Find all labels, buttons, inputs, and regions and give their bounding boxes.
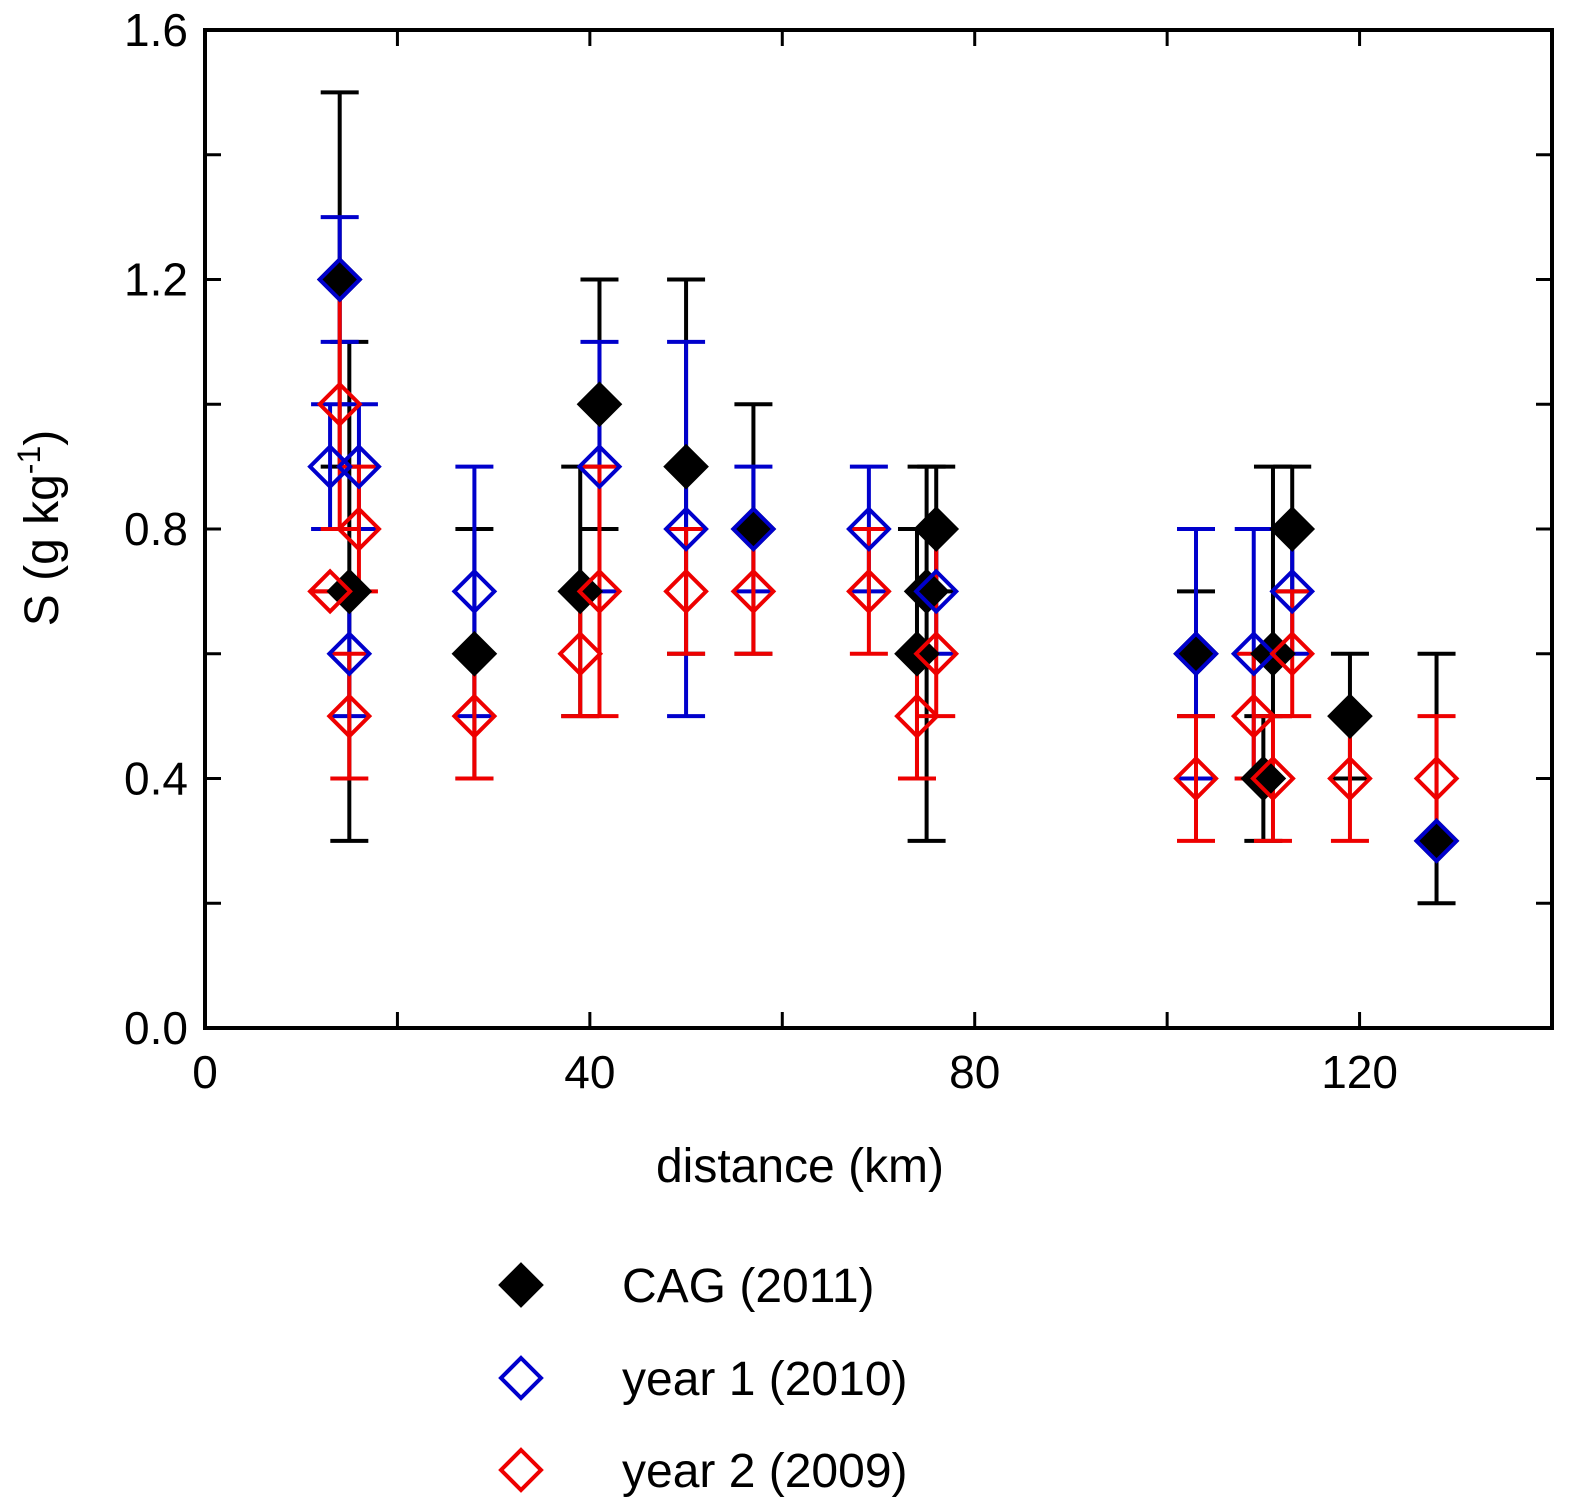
x-tick-label-40: 40 (564, 1046, 615, 1098)
marker-s1-p5 (576, 443, 623, 490)
legend-marker-1 (498, 1355, 544, 1401)
marker-s1-p12 (1269, 568, 1316, 615)
marker-s0-p11 (1240, 755, 1287, 802)
marker-s2-p16 (1327, 755, 1373, 802)
legend-marker-0 (498, 1262, 544, 1308)
data-markers (307, 256, 1460, 864)
marker-s2-p8 (730, 568, 777, 615)
marker-s0-p4 (576, 381, 623, 428)
x-tick-label-0: 0 (192, 1046, 218, 1098)
marker-s1-p0 (316, 256, 363, 303)
marker-s2-p10 (894, 693, 940, 739)
legend: CAG (2011) year 1 (2010) year 2 (2009) (498, 1260, 908, 1498)
marker-s1-p13 (1413, 818, 1460, 864)
y-axis-title: S (g kg-1) (11, 430, 69, 627)
marker-s0-p13 (1269, 506, 1316, 552)
marker-s1-p9 (913, 568, 960, 615)
y-axis-title-close: ) (16, 430, 69, 446)
marker-s0-p9 (913, 506, 960, 552)
marker-s2-p14 (1250, 755, 1296, 802)
marker-s2-p7 (663, 568, 709, 615)
x-tick-labels: 0 40 80 120 (192, 1046, 1398, 1098)
marker-s1-p6 (663, 506, 709, 552)
marker-s2-p15 (1269, 630, 1316, 677)
x-tick-label-120: 120 (1321, 1046, 1398, 1098)
marker-s0-p5 (663, 443, 709, 490)
y-tick-label-1-6: 1.6 (124, 4, 188, 56)
marker-s2-p12 (1173, 755, 1219, 802)
marker-s2-p2 (336, 506, 382, 552)
y-tick-label-1-2: 1.2 (124, 254, 188, 306)
marker-s1-p8 (846, 506, 892, 552)
marker-s1-p7 (730, 506, 777, 552)
marker-s2-p1 (307, 568, 353, 615)
marker-s2-p4 (451, 693, 498, 739)
x-axis-title: distance (km) (656, 1140, 944, 1193)
marker-s1-p2 (336, 443, 382, 490)
x-tick-label-80: 80 (949, 1046, 1000, 1098)
legend-marker-2 (498, 1447, 544, 1493)
marker-s1-p4 (451, 568, 498, 615)
marker-s2-p5 (557, 630, 604, 677)
marker-s1-p11 (1230, 630, 1277, 677)
marker-s2-p9 (846, 568, 892, 615)
y-tick-label-0-4: 0.4 (124, 753, 188, 805)
y-tick-label-0-8: 0.8 (124, 503, 188, 555)
marker-s1-p3 (326, 630, 373, 677)
axis-ticks (203, 28, 1554, 1030)
y-axis-title-superscript: -1 (11, 446, 47, 474)
legend-label-2: year 2 (2009) (622, 1445, 908, 1498)
y-tick-labels: 0.0 0.4 0.8 1.2 1.6 (124, 4, 188, 1054)
marker-s1-p10 (1173, 630, 1219, 677)
marker-s0-p14 (1327, 693, 1373, 739)
marker-s2-p6 (576, 568, 623, 615)
marker-s2-p17 (1413, 755, 1460, 802)
y-axis-title-main: S (g kg (16, 474, 69, 626)
legend-label-0: CAG (2011) (622, 1260, 875, 1313)
y-tick-label-0: 0.0 (124, 1002, 188, 1054)
legend-label-1: year 1 (2010) (622, 1353, 908, 1406)
marker-s2-p0 (316, 381, 363, 428)
marker-s2-p3 (326, 693, 373, 739)
marker-s2-p13 (1230, 693, 1277, 739)
marker-s0-p2 (451, 630, 498, 677)
marker-s0-p8 (903, 568, 950, 615)
marker-s2-p11 (913, 630, 960, 677)
